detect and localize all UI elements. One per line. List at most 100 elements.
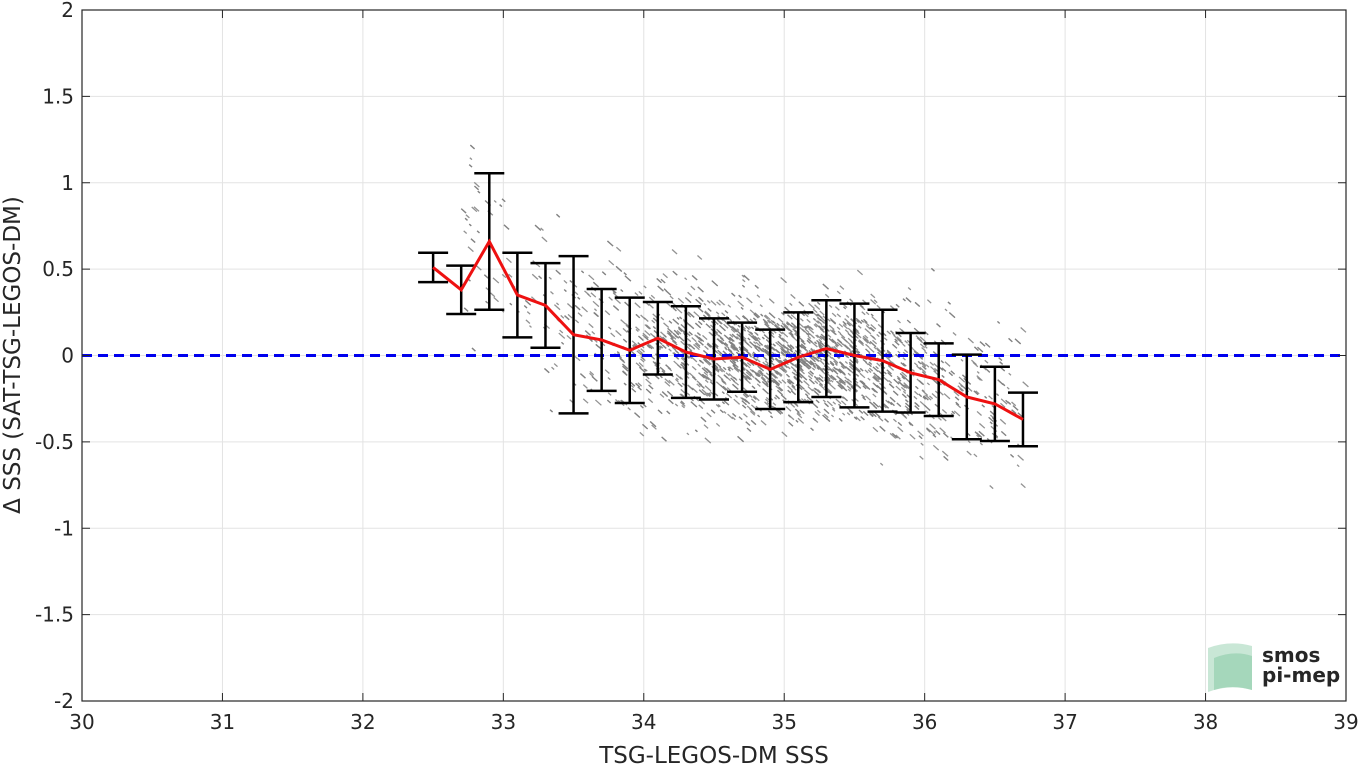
scatter-point — [660, 278, 666, 284]
scatter-point — [870, 323, 877, 330]
scatter-point — [902, 384, 908, 389]
scatter-point — [668, 348, 672, 352]
scatter-point — [677, 382, 683, 388]
scatter-point — [817, 366, 824, 373]
scatter-point — [723, 334, 731, 341]
scatter-point — [954, 396, 960, 401]
scatter-point — [724, 347, 728, 351]
scatter-point — [593, 311, 599, 317]
x-axis-ticks: 30 31 32 33 34 35 36 37 38 39 — [69, 10, 1359, 734]
scatter-point — [1000, 402, 1006, 408]
scatter-point — [775, 371, 782, 377]
scatter-point — [772, 343, 776, 347]
scatter-point — [761, 381, 769, 388]
scatter-point — [706, 343, 712, 348]
scatter-point — [997, 320, 1001, 324]
scatter-point — [623, 382, 627, 386]
scatter-point — [780, 312, 785, 316]
scatter-point — [957, 385, 965, 392]
scatter-point — [665, 290, 672, 296]
scatter-point — [860, 380, 866, 385]
scatter-point — [902, 298, 906, 302]
scatter-point — [932, 378, 939, 385]
scatter-point — [831, 338, 837, 344]
scatter-point — [584, 290, 590, 296]
scatter-point — [900, 362, 906, 367]
scatter-point — [822, 399, 826, 403]
scatter-point — [787, 314, 793, 320]
scatter-point — [663, 322, 670, 329]
scatter-point — [781, 337, 789, 344]
scatter-point — [745, 371, 752, 377]
scatter-point — [640, 356, 646, 362]
scatter-point — [832, 369, 839, 375]
scatter-point — [471, 206, 478, 213]
scatter-point — [751, 326, 755, 330]
scatter-point — [887, 364, 895, 371]
scatter-point — [762, 378, 769, 385]
scatter-point — [988, 395, 993, 400]
scatter-point — [797, 417, 805, 424]
scatter-point — [680, 340, 685, 346]
scatter-point — [925, 394, 932, 401]
scatter-point — [921, 365, 927, 370]
scatter-point — [469, 157, 473, 161]
scatter-point — [814, 304, 821, 310]
scatter-point — [857, 325, 862, 329]
scatter-point — [715, 393, 719, 397]
scatter-point — [749, 341, 756, 348]
scatter-point — [765, 382, 769, 386]
scatter-point — [798, 323, 805, 328]
scatter-point — [887, 400, 893, 406]
scatter-point — [947, 301, 951, 305]
scatter-point — [745, 421, 751, 426]
scatter-point — [503, 224, 510, 230]
scatter-point — [940, 360, 944, 364]
scatter-point — [787, 344, 793, 350]
scatter-point — [773, 396, 778, 400]
scatter-point — [723, 410, 727, 414]
y-tick-label: -1 — [54, 516, 74, 540]
scatter-point — [659, 335, 663, 339]
scatter-point — [649, 421, 657, 428]
scatter-point — [786, 322, 790, 326]
scatter-point — [549, 409, 553, 413]
scatter-point — [862, 385, 867, 390]
scatter-point — [829, 383, 836, 390]
scatter-point — [694, 342, 701, 349]
scatter-point — [941, 450, 949, 457]
scatter-point — [977, 346, 984, 353]
scatter-point — [836, 375, 842, 381]
scatter-point — [864, 334, 869, 339]
scatter-point — [642, 332, 649, 339]
scatter-point — [973, 453, 978, 458]
y-tick-label: -0.5 — [35, 430, 74, 454]
scatter-point — [791, 371, 796, 375]
scatter-point — [762, 388, 769, 395]
scatter-point — [688, 331, 693, 336]
scatter-point — [803, 380, 810, 387]
scatter-point — [817, 313, 823, 319]
scatter-point — [703, 302, 707, 306]
scatter-point — [870, 299, 877, 305]
scatter-point — [918, 435, 923, 440]
scatter-point — [460, 208, 467, 214]
scatter-point — [731, 292, 736, 297]
scatter-point — [744, 325, 750, 330]
scatter-point — [771, 362, 775, 366]
scatter-point — [668, 379, 675, 386]
scatter-point — [818, 383, 825, 389]
smos-pi-mep-logo: smos pi-mep — [1208, 643, 1340, 692]
scatter-point — [719, 324, 726, 332]
scatter-point — [842, 396, 848, 402]
scatter-point — [709, 391, 713, 395]
scatter-point — [704, 345, 709, 351]
scatter-point — [604, 310, 611, 316]
scatter-point — [607, 240, 614, 247]
scatter-point — [922, 396, 927, 400]
scatter-point — [635, 382, 641, 388]
scatter-point — [828, 324, 835, 331]
scatter-point — [913, 362, 919, 367]
scatter-point — [793, 376, 798, 381]
scatter-point — [685, 345, 693, 352]
